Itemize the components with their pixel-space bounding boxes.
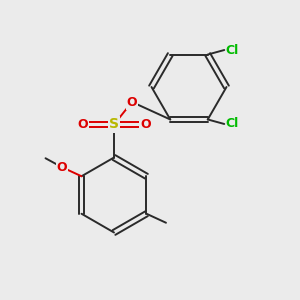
Text: O: O	[140, 118, 151, 131]
Text: Cl: Cl	[226, 44, 239, 56]
Text: O: O	[57, 161, 67, 174]
Text: Cl: Cl	[226, 118, 239, 130]
Text: S: S	[109, 118, 119, 131]
Text: O: O	[77, 118, 88, 131]
Text: O: O	[127, 95, 137, 109]
